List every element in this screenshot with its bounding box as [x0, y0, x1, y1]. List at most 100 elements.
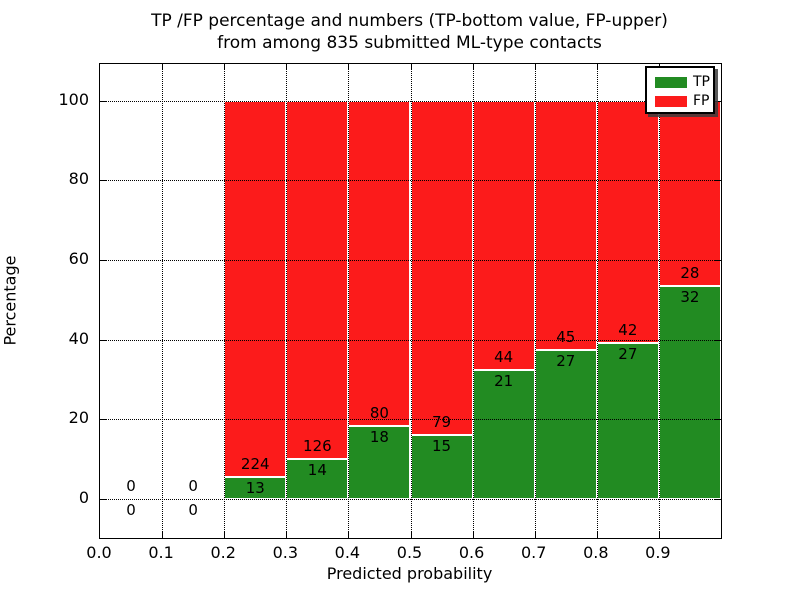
chart-title-line1: TP /FP percentage and numbers (TP-bottom… — [151, 11, 668, 31]
fp-count-label: 79 — [432, 413, 452, 432]
legend-row-fp: FP — [647, 92, 713, 110]
x-tick-label: 0.4 — [334, 543, 361, 562]
y-tick-mark-right — [715, 180, 721, 182]
x-tick-mark-top — [472, 64, 474, 70]
fp-bar-segment — [286, 100, 349, 460]
fp-count-label: 224 — [240, 455, 270, 474]
x-tick-label: 0.3 — [272, 543, 299, 562]
x-tick-label: 0.5 — [396, 543, 423, 562]
chart-title-line2: from among 835 submitted ML-type contact… — [217, 33, 602, 53]
fp-count-label: 0 — [188, 477, 198, 495]
fp-count-label: 44 — [494, 348, 514, 367]
x-tick-label: 0.9 — [645, 543, 671, 562]
fp-bar-segment — [472, 100, 535, 371]
x-tick-mark-top — [224, 64, 226, 70]
fp-count-label: 0 — [126, 477, 136, 495]
tp-legend-label: TP — [693, 74, 710, 90]
x-tick-mark — [534, 532, 536, 538]
fp-count-label: 45 — [556, 327, 576, 346]
y-axis-label: Percentage — [0, 255, 20, 346]
tp-bar-segment — [658, 286, 721, 499]
tp-bar-segment — [596, 343, 659, 499]
y-tick-mark-right — [715, 100, 721, 102]
tp-count-label: 0 — [188, 501, 198, 519]
tp-count-label: 18 — [369, 427, 389, 446]
fp-legend-label: FP — [693, 93, 710, 109]
tp-bar-segment — [286, 459, 349, 499]
x-tick-mark-top — [286, 64, 288, 70]
fp-count-label: 80 — [369, 403, 389, 422]
y-tick-mark — [100, 259, 106, 261]
vertical-gridline — [410, 64, 412, 538]
x-tick-label: 0.6 — [458, 543, 485, 562]
x-tick-mark — [162, 532, 164, 538]
tp-count-label: 21 — [494, 372, 514, 391]
x-tick-mark-top — [596, 64, 598, 70]
x-tick-mark — [348, 532, 350, 538]
x-tick-mark — [658, 532, 660, 538]
y-tick-mark-right — [715, 339, 721, 341]
vertical-gridline — [224, 64, 226, 538]
x-tick-label: 0.1 — [148, 543, 174, 562]
x-tick-mark — [410, 532, 412, 538]
tp-count-label: 13 — [245, 479, 265, 498]
x-tick-label: 0.7 — [520, 543, 547, 562]
y-tick-label: 0 — [78, 488, 89, 507]
fp-count-label: 28 — [680, 264, 700, 283]
y-tick-mark — [100, 100, 106, 102]
legend-row-tp: TP — [647, 73, 713, 91]
tp-bar-segment — [410, 435, 473, 499]
x-tick-mark-top — [410, 64, 412, 70]
y-tick-mark — [100, 339, 106, 341]
y-tick-mark — [100, 180, 106, 182]
tp-bar-segment — [348, 425, 411, 499]
fp-bar-segment — [534, 100, 597, 350]
x-tick-mark — [286, 532, 288, 538]
fp-bar-segment — [410, 100, 473, 436]
x-tick-mark — [224, 532, 226, 538]
x-tick-mark-top — [534, 64, 536, 70]
plot-area: 0 0 0 0 224 13 126 14 80 18 79 15 44 21 45 27 42 27 28 32 — [99, 63, 722, 539]
fp-bar-segment — [596, 100, 659, 344]
y-tick-mark-right — [715, 259, 721, 261]
vertical-gridline — [162, 64, 164, 538]
tp-count-label: 0 — [126, 501, 136, 519]
vertical-gridline — [658, 64, 660, 538]
vertical-gridline — [286, 64, 288, 538]
legend: TP FP — [645, 66, 715, 114]
fp-count-label: 126 — [303, 437, 332, 456]
vertical-gridline — [596, 64, 598, 538]
fp-legend-swatch — [655, 96, 687, 107]
vertical-gridline — [472, 64, 474, 538]
x-tick-mark — [472, 532, 474, 538]
x-tick-mark-top — [162, 64, 164, 70]
vertical-gridline — [534, 64, 536, 538]
x-tick-label: 0.0 — [86, 543, 112, 562]
tp-count-label: 15 — [432, 437, 452, 456]
y-tick-mark-right — [715, 419, 721, 421]
x-tick-mark-top — [348, 64, 350, 70]
y-tick-mark — [100, 419, 106, 421]
y-tick-label: 40 — [68, 328, 89, 348]
x-tick-mark — [596, 532, 598, 538]
tp-count-label: 27 — [618, 345, 638, 364]
fp-bar-segment — [348, 100, 411, 426]
y-tick-label: 100 — [58, 89, 89, 109]
x-tick-label: 0.2 — [210, 543, 236, 562]
x-axis-label: Predicted probability — [326, 564, 493, 583]
y-tick-label: 60 — [68, 248, 89, 268]
fp-bar-segment — [658, 100, 721, 287]
y-tick-label: 80 — [68, 169, 89, 189]
x-tick-label: 0.8 — [583, 543, 609, 562]
y-tick-mark-right — [715, 499, 721, 500]
vertical-gridline — [348, 64, 350, 538]
fp-count-label: 42 — [618, 321, 638, 340]
tp-bar-segment — [534, 349, 597, 499]
tp-count-label: 14 — [307, 461, 327, 480]
tp-legend-swatch — [655, 77, 687, 88]
fp-bar-segment — [224, 100, 287, 478]
tp-count-label: 27 — [556, 351, 576, 370]
y-tick-label: 20 — [68, 408, 89, 428]
y-tick-mark — [100, 499, 106, 500]
